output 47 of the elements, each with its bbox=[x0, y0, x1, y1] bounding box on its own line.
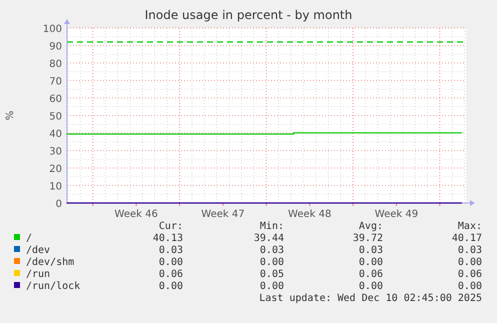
x-tick-label: Week 46 bbox=[114, 209, 158, 220]
text: 0.05 bbox=[260, 269, 284, 280]
text: Min: bbox=[260, 221, 284, 232]
text: Max: bbox=[458, 221, 482, 232]
text: 0.00 bbox=[458, 257, 482, 268]
text: 0.00 bbox=[260, 281, 284, 292]
x-tick-label: Week 47 bbox=[201, 209, 245, 220]
y-tick-label: 90 bbox=[49, 42, 62, 52]
legend-label: /dev/shm bbox=[26, 257, 74, 268]
text: 39.72 bbox=[352, 233, 383, 244]
y-tick-label: 60 bbox=[49, 94, 62, 105]
y-tick-label: 30 bbox=[49, 146, 62, 158]
legend-label: / bbox=[26, 233, 32, 244]
text: Last update: Wed Dec 10 02:45:00 2025 bbox=[259, 293, 482, 304]
text: 0.06 bbox=[358, 269, 383, 280]
text: 0.03 bbox=[458, 245, 482, 256]
y-axis-title: % bbox=[5, 110, 16, 120]
text: Cur: bbox=[158, 221, 183, 232]
text: 0.00 bbox=[158, 281, 183, 292]
y-tick-label: 70 bbox=[49, 76, 62, 88]
y-tick-label: 10 bbox=[49, 182, 62, 192]
text: 0.03 bbox=[358, 245, 383, 256]
y-tick-label: 50 bbox=[49, 112, 62, 122]
y-tick-label: 100 bbox=[42, 24, 62, 35]
text: 40.17 bbox=[452, 233, 482, 244]
text: 39.44 bbox=[254, 233, 284, 244]
text: Avg: bbox=[358, 221, 383, 232]
text: 0.00 bbox=[358, 281, 383, 292]
text: 0.03 bbox=[158, 245, 183, 256]
y-tick-label: 0 bbox=[56, 199, 62, 210]
x-tick-label: Week 48 bbox=[288, 209, 332, 220]
y-tick-label: 40 bbox=[49, 129, 62, 140]
text: 0.00 bbox=[458, 281, 482, 292]
text: 0.00 bbox=[358, 257, 383, 268]
text: 0.06 bbox=[158, 269, 183, 280]
legend-label: /run bbox=[26, 269, 50, 280]
text: 40.13 bbox=[152, 233, 183, 244]
legend-label: /run/lock bbox=[26, 281, 80, 292]
text: 0.03 bbox=[260, 245, 284, 256]
chart-title: Inode usage in percent - by month bbox=[144, 8, 352, 22]
text: 0.00 bbox=[158, 257, 183, 268]
text: 0.00 bbox=[260, 257, 284, 268]
text: 0.06 bbox=[458, 269, 482, 280]
y-tick-label: 20 bbox=[49, 164, 62, 175]
y-tick-label: 80 bbox=[49, 59, 62, 70]
legend-label: /dev bbox=[26, 245, 50, 256]
x-tick-label: Week 49 bbox=[374, 209, 418, 220]
